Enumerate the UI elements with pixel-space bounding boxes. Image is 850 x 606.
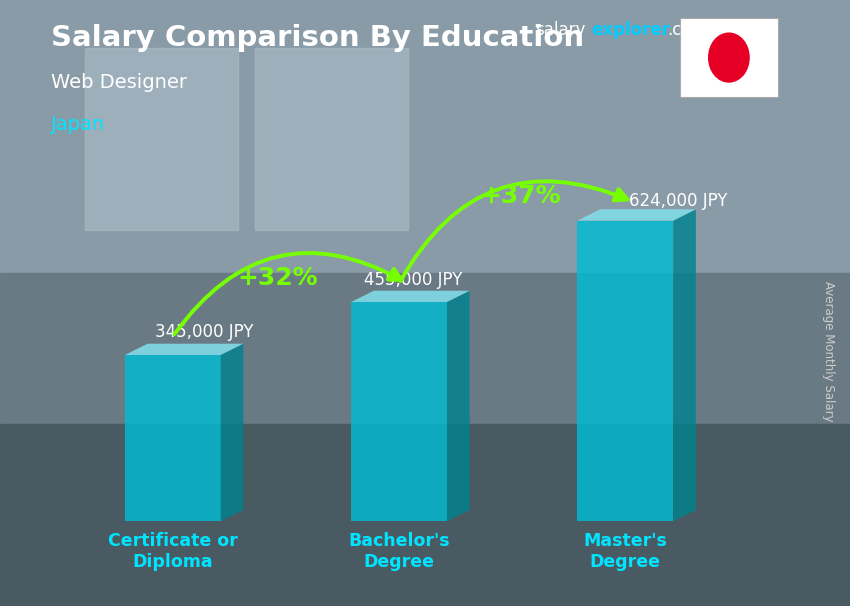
Text: +32%: +32% bbox=[237, 266, 318, 290]
Text: 345,000 JPY: 345,000 JPY bbox=[156, 322, 254, 341]
Text: .com: .com bbox=[667, 21, 708, 39]
Text: 455,000 JPY: 455,000 JPY bbox=[365, 270, 462, 288]
Bar bbox=[0, 424, 850, 606]
Polygon shape bbox=[577, 209, 696, 221]
Polygon shape bbox=[673, 209, 696, 521]
Polygon shape bbox=[125, 344, 243, 355]
Text: 624,000 JPY: 624,000 JPY bbox=[629, 192, 728, 210]
Text: Japan: Japan bbox=[51, 115, 105, 134]
Text: Salary Comparison By Education: Salary Comparison By Education bbox=[51, 24, 584, 52]
Bar bbox=[255, 48, 408, 230]
Bar bbox=[0, 0, 850, 273]
Polygon shape bbox=[125, 355, 221, 521]
Text: explorer: explorer bbox=[591, 21, 670, 39]
Text: +37%: +37% bbox=[480, 184, 561, 208]
Text: salary: salary bbox=[536, 21, 586, 39]
Polygon shape bbox=[351, 291, 469, 302]
Text: Web Designer: Web Designer bbox=[51, 73, 187, 92]
Polygon shape bbox=[577, 221, 673, 521]
Bar bbox=[0, 273, 850, 424]
Polygon shape bbox=[447, 291, 469, 521]
Polygon shape bbox=[351, 302, 447, 521]
Polygon shape bbox=[221, 344, 243, 521]
Circle shape bbox=[709, 33, 749, 82]
Text: Average Monthly Salary: Average Monthly Salary bbox=[822, 281, 836, 422]
Bar bbox=[85, 48, 238, 230]
